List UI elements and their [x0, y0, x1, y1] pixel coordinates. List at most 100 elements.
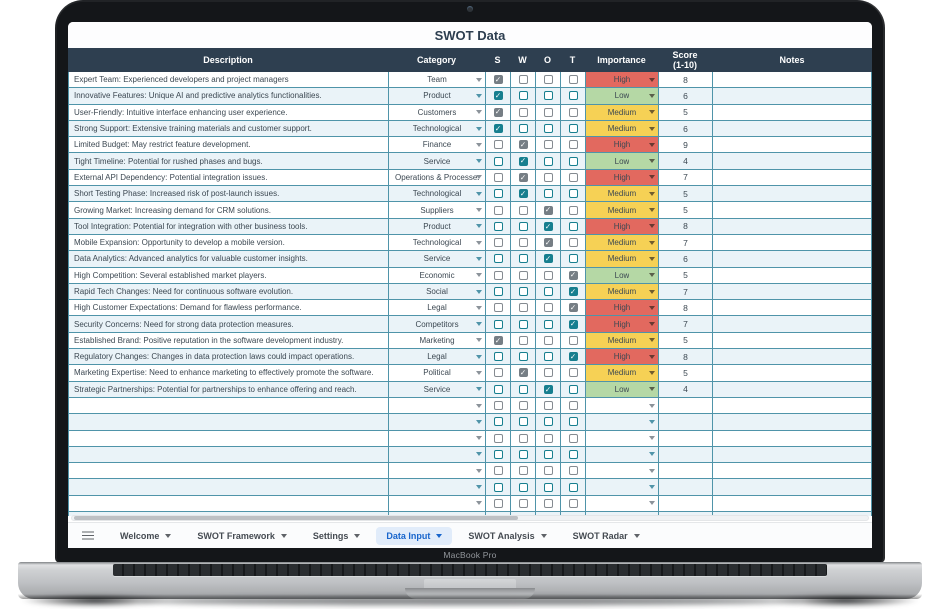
- sheet-tab-settings[interactable]: Settings: [303, 527, 371, 545]
- notes-cell[interactable]: [713, 88, 871, 103]
- notes-cell[interactable]: [713, 479, 871, 494]
- checkbox-s[interactable]: [493, 156, 503, 166]
- category-select[interactable]: [389, 479, 486, 495]
- horizontal-scrollbar-thumb[interactable]: [74, 516, 518, 520]
- category-select[interactable]: Technological: [389, 120, 486, 137]
- notes-cell[interactable]: [713, 333, 871, 348]
- category-select[interactable]: Economic: [389, 267, 486, 283]
- checkbox-t[interactable]: [568, 335, 578, 345]
- chevron-down-icon[interactable]: [354, 533, 361, 538]
- importance-select[interactable]: [586, 495, 659, 512]
- description-cell[interactable]: User-Friendly: Intuitive interface enhan…: [69, 104, 389, 120]
- category-select[interactable]: Service: [389, 381, 486, 397]
- category-select[interactable]: Operations & Processes: [389, 169, 486, 186]
- importance-select[interactable]: Low: [586, 267, 659, 283]
- score-cell[interactable]: [659, 446, 713, 463]
- checkbox-s[interactable]: [493, 254, 503, 264]
- checkbox-t[interactable]: [568, 156, 578, 166]
- category-select[interactable]: Product: [389, 88, 486, 104]
- checkbox-o[interactable]: [543, 352, 553, 362]
- checkbox-s[interactable]: [493, 238, 503, 248]
- category-select[interactable]: Marketing: [389, 332, 486, 349]
- checkbox-o[interactable]: [543, 189, 553, 199]
- notes-cell[interactable]: [713, 219, 871, 234]
- checkbox-s[interactable]: [493, 335, 503, 345]
- category-select[interactable]: [389, 512, 486, 516]
- score-cell[interactable]: 9: [659, 137, 713, 153]
- checkbox-t[interactable]: [568, 91, 578, 101]
- horizontal-scrollbar[interactable]: [71, 515, 869, 521]
- notes-cell[interactable]: [713, 382, 871, 397]
- score-cell[interactable]: 7: [659, 283, 713, 300]
- checkbox-w[interactable]: [518, 401, 528, 411]
- sheet-tab-welcome[interactable]: Welcome: [110, 527, 181, 545]
- checkbox-w[interactable]: [518, 205, 528, 215]
- checkbox-s[interactable]: [493, 352, 503, 362]
- notes-cell[interactable]: [713, 398, 871, 413]
- importance-select[interactable]: Low: [586, 88, 659, 104]
- checkbox-o[interactable]: [543, 384, 553, 394]
- category-select[interactable]: [389, 463, 486, 479]
- checkbox-t[interactable]: [568, 352, 578, 362]
- importance-select[interactable]: Medium: [586, 104, 659, 120]
- checkbox-w[interactable]: [518, 270, 528, 280]
- checkbox-w[interactable]: [518, 433, 528, 443]
- category-select[interactable]: Product: [389, 218, 486, 234]
- score-cell[interactable]: 5: [659, 104, 713, 120]
- checkbox-s[interactable]: [493, 466, 503, 476]
- checkbox-o[interactable]: [543, 140, 553, 150]
- checkbox-o[interactable]: [543, 466, 553, 476]
- description-cell[interactable]: Regulatory Changes: Changes in data prot…: [69, 349, 389, 365]
- category-select[interactable]: Service: [389, 153, 486, 169]
- checkbox-w[interactable]: [518, 75, 528, 85]
- notes-cell[interactable]: [713, 235, 871, 250]
- notes-cell[interactable]: [713, 121, 871, 136]
- checkbox-w[interactable]: [518, 107, 528, 117]
- score-cell[interactable]: 5: [659, 202, 713, 218]
- chevron-down-icon[interactable]: [633, 533, 640, 538]
- notes-cell[interactable]: [713, 202, 871, 217]
- checkbox-o[interactable]: [543, 91, 553, 101]
- importance-select[interactable]: [586, 397, 659, 414]
- importance-select[interactable]: Medium: [586, 186, 659, 202]
- checkbox-o[interactable]: [543, 319, 553, 329]
- checkbox-s[interactable]: [493, 498, 503, 508]
- importance-select[interactable]: High: [586, 169, 659, 186]
- checkbox-t[interactable]: [568, 466, 578, 476]
- category-select[interactable]: Finance: [389, 137, 486, 153]
- checkbox-s[interactable]: [493, 449, 503, 459]
- checkbox-w[interactable]: [518, 352, 528, 362]
- checkbox-s[interactable]: [493, 205, 503, 215]
- checkbox-t[interactable]: [568, 287, 578, 296]
- sheet-tab-swot-framework[interactable]: SWOT Framework: [187, 527, 297, 545]
- checkbox-w[interactable]: [518, 124, 528, 134]
- checkbox-t[interactable]: [568, 270, 578, 280]
- importance-select[interactable]: High: [586, 349, 659, 365]
- checkbox-o[interactable]: [543, 254, 553, 264]
- category-select[interactable]: Suppliers: [389, 202, 486, 218]
- score-cell[interactable]: 6: [659, 251, 713, 267]
- category-select[interactable]: Technological: [389, 234, 486, 251]
- checkbox-s[interactable]: [493, 319, 503, 329]
- checkbox-o[interactable]: [543, 221, 553, 231]
- checkbox-t[interactable]: [568, 172, 578, 182]
- category-select[interactable]: Legal: [389, 300, 486, 316]
- checkbox-s[interactable]: [493, 270, 503, 280]
- description-cell[interactable]: Limited Budget: May restrict feature dev…: [69, 137, 389, 153]
- category-select[interactable]: Political: [389, 365, 486, 381]
- checkbox-w[interactable]: [518, 238, 528, 248]
- checkbox-t[interactable]: [568, 254, 578, 264]
- category-select[interactable]: Technological: [389, 186, 486, 202]
- notes-cell[interactable]: [713, 316, 871, 331]
- notes-cell[interactable]: [713, 268, 871, 283]
- checkbox-w[interactable]: [518, 221, 528, 231]
- sheet-tab-swot-radar[interactable]: SWOT Radar: [563, 527, 650, 545]
- checkbox-o[interactable]: [543, 124, 553, 134]
- checkbox-s[interactable]: [493, 287, 503, 296]
- importance-select[interactable]: High: [586, 218, 659, 234]
- checkbox-o[interactable]: [543, 303, 553, 313]
- checkbox-o[interactable]: [543, 401, 553, 411]
- checkbox-o[interactable]: [543, 433, 553, 443]
- importance-select[interactable]: [586, 479, 659, 495]
- description-cell[interactable]: Strong Support: Extensive training mater…: [69, 120, 389, 137]
